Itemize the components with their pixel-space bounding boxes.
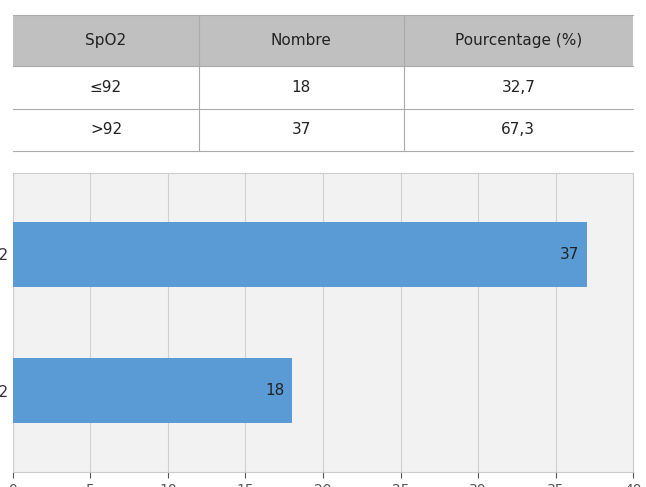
Bar [13,222,587,287]
Text: Pourcentage (%): Pourcentage (%) [455,33,582,48]
FancyBboxPatch shape [404,66,633,109]
Text: 37: 37 [559,247,579,262]
FancyBboxPatch shape [199,109,404,151]
Text: ≤92: ≤92 [90,80,122,95]
FancyBboxPatch shape [13,66,199,109]
Text: 18: 18 [292,80,311,95]
FancyBboxPatch shape [13,109,199,151]
Text: 67,3: 67,3 [501,122,536,137]
Text: Nombre: Nombre [271,33,332,48]
Text: 37: 37 [291,122,311,137]
Text: 18: 18 [265,383,284,398]
Text: >92: >92 [90,122,122,137]
FancyBboxPatch shape [404,109,633,151]
Bar [13,358,292,423]
FancyBboxPatch shape [199,15,404,66]
Text: SpO2: SpO2 [85,33,127,48]
FancyBboxPatch shape [13,15,199,66]
FancyBboxPatch shape [404,15,633,66]
FancyBboxPatch shape [199,66,404,109]
Text: 32,7: 32,7 [501,80,536,95]
